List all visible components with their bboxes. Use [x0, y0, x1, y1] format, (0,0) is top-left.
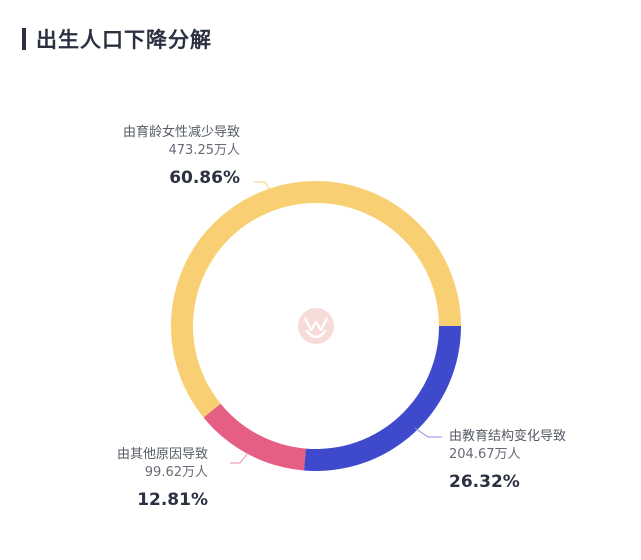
label-edu-percent: 26.32% — [449, 472, 520, 492]
leader-line-other — [230, 452, 249, 464]
donut-segment-0[interactable] — [303, 326, 461, 471]
donut-segment-2[interactable] — [170, 181, 461, 418]
title-accent-bar — [22, 28, 26, 50]
label-women-name: 由育龄女性减少导致 — [122, 125, 240, 140]
donut-segments — [170, 181, 461, 471]
label-edu-name: 由教育结构变化导致 — [449, 429, 567, 444]
label-other-name: 由其他原因导致 — [116, 447, 208, 462]
label-women-value: 473.25万人 — [168, 143, 241, 158]
label-women-percent: 60.86% — [169, 168, 240, 188]
brand-logo-icon — [298, 308, 334, 344]
label-other-percent: 12.81% — [137, 490, 208, 510]
label-other: 由其他原因导致 99.62万人 12.81% — [80, 446, 208, 512]
donut-segment-1[interactable] — [203, 403, 306, 471]
leader-line-women — [254, 181, 271, 191]
label-women: 由育龄女性减少导致 473.25万人 60.86% — [110, 124, 240, 190]
label-edu: 由教育结构变化导致 204.67万人 26.32% — [449, 428, 566, 494]
leader-line-edu — [414, 427, 442, 438]
chart-header: 出生人口下降分解 — [22, 26, 212, 52]
label-other-value: 99.62万人 — [144, 465, 208, 480]
label-edu-value: 204.67万人 — [449, 447, 521, 462]
chart-title: 出生人口下降分解 — [36, 28, 212, 52]
